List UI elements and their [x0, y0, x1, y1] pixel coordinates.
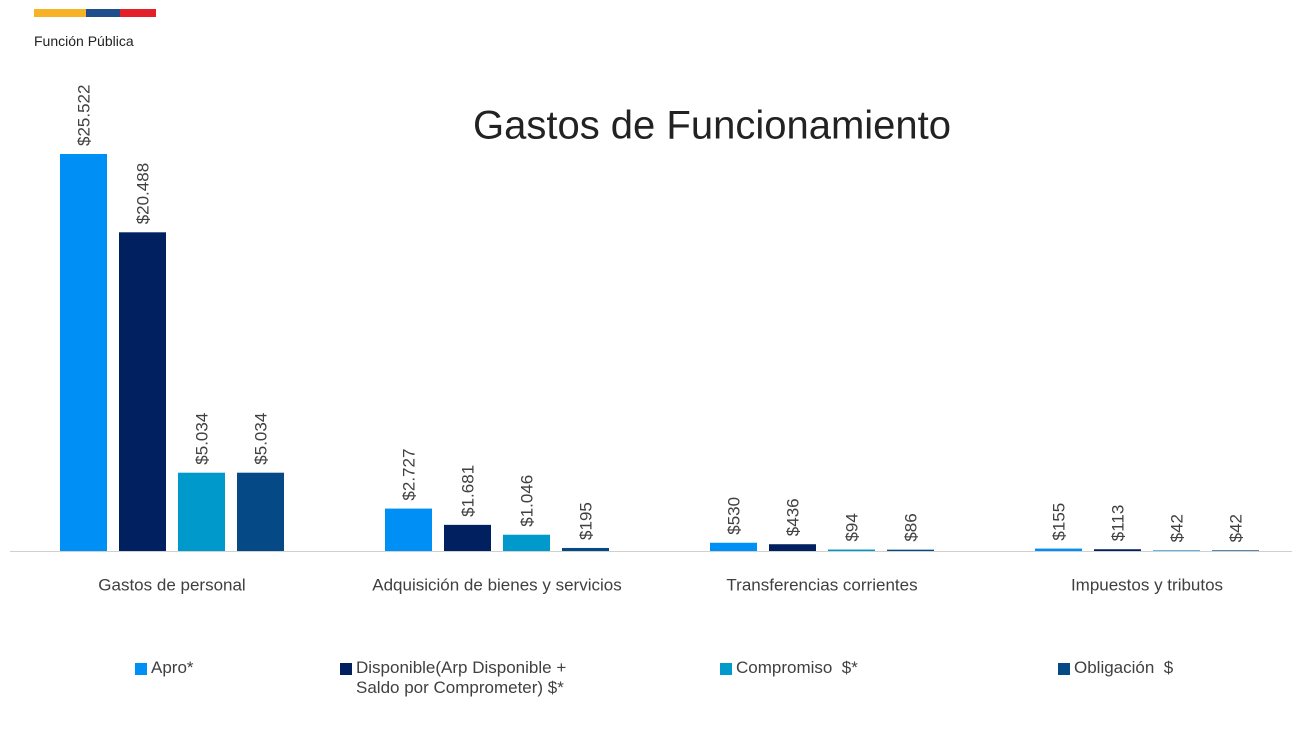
x-tick-label: Gastos de personal [98, 575, 245, 594]
bar [1035, 548, 1082, 551]
data-label: $5.034 [193, 413, 212, 465]
legend-label: Disponible(Arp Disponible + Saldo por Co… [356, 658, 571, 697]
data-label: $5.034 [252, 413, 271, 465]
logo-bar [34, 9, 86, 17]
logo-text: Función Pública [34, 33, 134, 49]
logo-bar [120, 9, 156, 17]
data-label: $20.488 [134, 163, 153, 224]
bar [1094, 549, 1141, 551]
data-label: $1.681 [459, 465, 478, 517]
legend-label: Apro* [151, 658, 194, 677]
data-label: $530 [725, 497, 744, 535]
chart-title: Gastos de Funcionamiento [473, 104, 951, 148]
data-label: $94 [843, 513, 862, 541]
data-label: $25.522 [75, 85, 94, 146]
data-label: $195 [577, 502, 596, 540]
bar [119, 232, 166, 551]
data-label: $113 [1109, 505, 1128, 542]
legend-item: Apro* [135, 658, 285, 678]
data-label: $436 [784, 498, 803, 536]
bar [710, 542, 757, 551]
data-label: $42 [1227, 514, 1246, 542]
legend-item: Disponible(Arp Disponible + Saldo por Co… [340, 658, 600, 698]
bar [503, 534, 550, 551]
data-label: $2.727 [400, 449, 419, 501]
bar [887, 549, 934, 551]
x-tick-label: Impuestos y tributos [1071, 575, 1223, 594]
data-label: $42 [1168, 514, 1187, 542]
data-label: $1.046 [518, 475, 537, 527]
x-tick-label: Transferencias corrientes [726, 575, 917, 594]
bar [237, 472, 284, 551]
bar [1153, 550, 1200, 551]
bar [828, 549, 875, 551]
bar [444, 524, 491, 551]
legend-item: Compromiso $* [720, 658, 970, 678]
legend-swatch [340, 663, 352, 675]
x-tick-label: Adquisición de bienes y servicios [372, 575, 621, 594]
legend-swatch [1058, 663, 1070, 675]
bar [60, 154, 107, 551]
legend-label: Obligación $ [1074, 658, 1174, 677]
legend-swatch [135, 663, 147, 675]
legend-item: Obligación $ [1058, 658, 1258, 678]
logo-bar [86, 9, 120, 17]
legend-label: Compromiso $* [736, 658, 858, 677]
legend-swatch [720, 663, 732, 675]
bar [769, 544, 816, 551]
data-label: $155 [1050, 503, 1069, 541]
bar [178, 472, 225, 551]
bar [385, 508, 432, 551]
data-label: $86 [902, 513, 921, 541]
bar [1212, 550, 1259, 551]
bar [562, 547, 609, 551]
